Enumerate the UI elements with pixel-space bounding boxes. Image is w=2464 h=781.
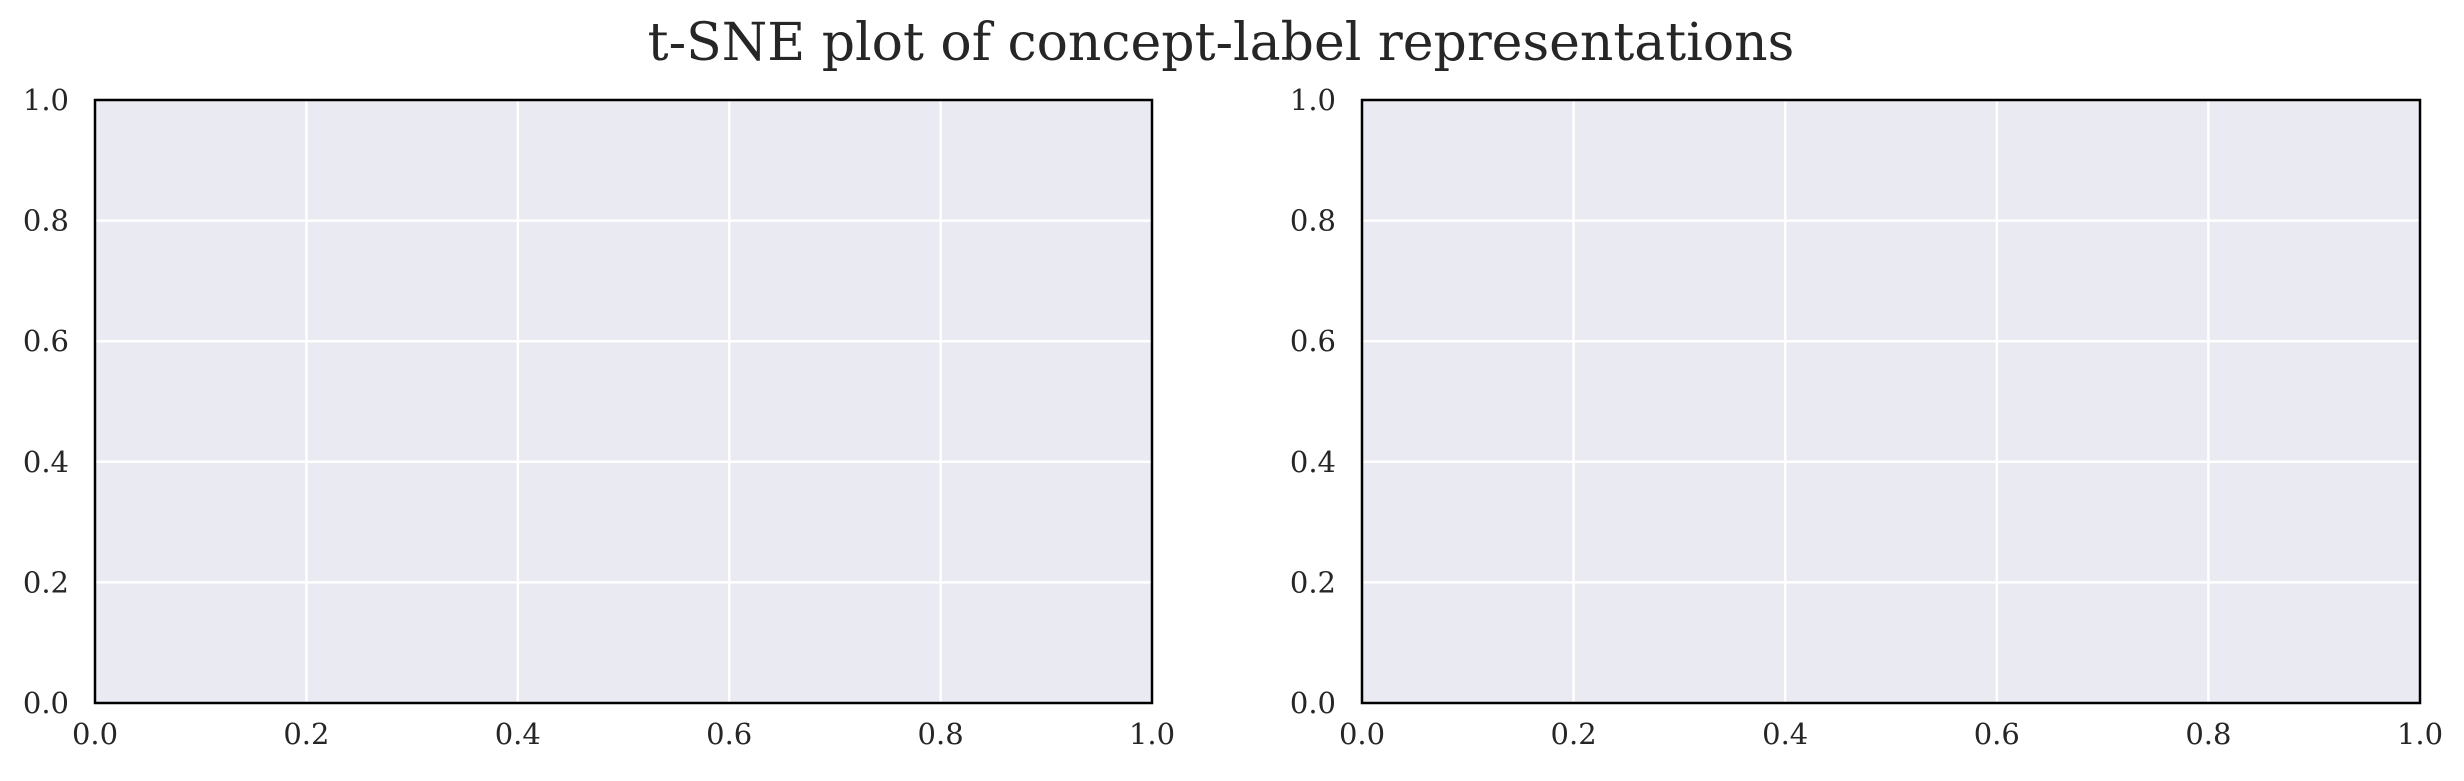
figure-title: t-SNE plot of concept-label representati… (648, 13, 1795, 73)
axes-frame-left (93, 98, 1154, 705)
grid-left (95, 100, 1152, 703)
x-tick-label-right-2: 0.4 (1762, 717, 1808, 751)
subplot-right: 0.0 0.2 0.4 0.6 0.8 1.0 0.0 0.2 0.4 0.6 0.8 1.0 (1290, 83, 2443, 751)
x-tick-label-right-3: 0.6 (1974, 717, 2020, 751)
y-tick-label-left-5: 1.0 (23, 83, 69, 117)
y-tick-label-right-0: 0.0 (1290, 686, 1336, 720)
y-tick-label-right-2: 0.4 (1290, 445, 1336, 479)
y-tick-label-right-3: 0.6 (1290, 324, 1336, 358)
x-tick-label-right-4: 0.8 (2185, 717, 2231, 751)
ticks-left: 0.0 0.2 0.4 0.6 0.8 1.0 0.0 0.2 0.4 0.6 0.8 1.0 (23, 83, 1175, 751)
x-tick-label-left-5: 1.0 (1129, 717, 1175, 751)
subplot-left: 0.0 0.2 0.4 0.6 0.8 1.0 0.0 0.2 0.4 0.6 0.8 1.0 (23, 83, 1175, 751)
x-tick-label-left-0: 0.0 (72, 717, 118, 751)
y-tick-label-left-4: 0.8 (23, 204, 69, 238)
y-tick-label-right-5: 1.0 (1290, 83, 1336, 117)
x-tick-label-left-1: 0.2 (283, 717, 329, 751)
y-tick-label-left-0: 0.0 (23, 686, 69, 720)
plot-area-right (1362, 100, 2420, 703)
x-tick-label-right-5: 1.0 (2397, 717, 2443, 751)
x-tick-label-left-3: 0.6 (706, 717, 752, 751)
plot-area-left (95, 100, 1152, 703)
x-tick-label-right-1: 0.2 (1551, 717, 1597, 751)
grid-right (1362, 100, 2420, 703)
y-tick-label-right-4: 0.8 (1290, 204, 1336, 238)
x-tick-label-left-4: 0.8 (918, 717, 964, 751)
y-tick-label-right-1: 0.2 (1290, 565, 1336, 599)
x-tick-label-right-0: 0.0 (1339, 717, 1385, 751)
y-tick-label-left-2: 0.4 (23, 445, 69, 479)
y-tick-label-left-3: 0.6 (23, 324, 69, 358)
ticks-right: 0.0 0.2 0.4 0.6 0.8 1.0 0.0 0.2 0.4 0.6 0.8 1.0 (1290, 83, 2443, 751)
axes-frame-right (1360, 98, 2422, 705)
y-tick-label-left-1: 0.2 (23, 565, 69, 599)
x-tick-label-left-2: 0.4 (495, 717, 541, 751)
